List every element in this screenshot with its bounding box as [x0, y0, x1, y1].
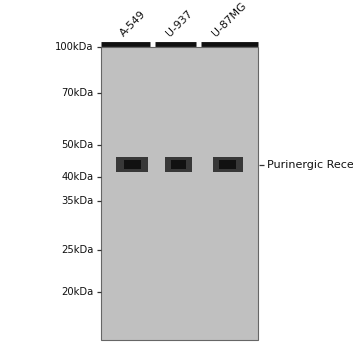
Bar [213, 156, 243, 172]
Text: 20kDa: 20kDa [61, 287, 94, 297]
Text: 50kDa: 50kDa [61, 140, 94, 150]
Text: Purinergic Receptor P2Y6: Purinergic Receptor P2Y6 [267, 160, 353, 169]
Bar [124, 160, 141, 169]
Text: U-87MG: U-87MG [210, 1, 248, 38]
Bar [116, 156, 148, 172]
Bar [171, 160, 186, 169]
Text: 25kDa: 25kDa [61, 245, 94, 255]
Bar [165, 156, 191, 172]
Bar [101, 47, 258, 340]
Text: U-937: U-937 [164, 8, 194, 38]
Bar [220, 160, 236, 169]
Text: A-549: A-549 [118, 9, 148, 38]
Text: 40kDa: 40kDa [61, 172, 94, 182]
Text: 35kDa: 35kDa [61, 196, 94, 206]
Text: 70kDa: 70kDa [61, 88, 94, 98]
Text: 100kDa: 100kDa [55, 42, 94, 52]
